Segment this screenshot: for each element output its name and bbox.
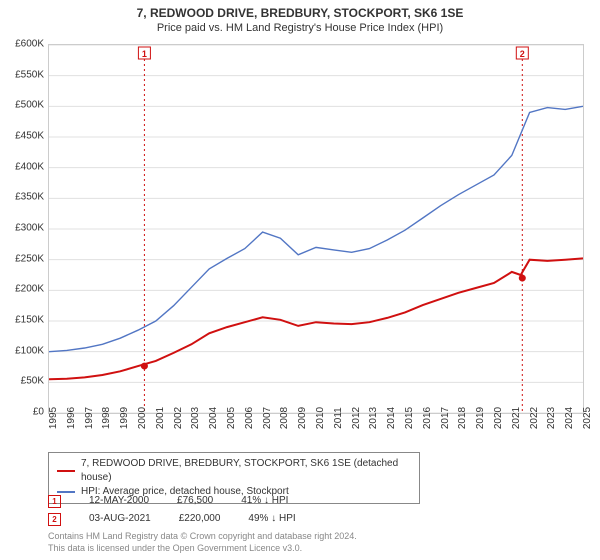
x-tick-label: 2025 bbox=[582, 407, 593, 429]
x-tick-label: 2013 bbox=[368, 407, 379, 429]
x-tick-label: 2015 bbox=[404, 407, 415, 429]
chart-container: 7, REDWOOD DRIVE, BREDBURY, STOCKPORT, S… bbox=[0, 0, 600, 560]
legend-label-property: 7, REDWOOD DRIVE, BREDBURY, STOCKPORT, S… bbox=[81, 457, 411, 485]
footer: Contains HM Land Registry data © Crown c… bbox=[48, 530, 357, 554]
x-tick-label: 2009 bbox=[297, 407, 308, 429]
x-tick-label: 2012 bbox=[351, 407, 362, 429]
x-tick-label: 2008 bbox=[279, 407, 290, 429]
y-tick-label: £500K bbox=[15, 100, 44, 111]
plot-svg: 12 bbox=[49, 45, 583, 413]
x-tick-label: 2023 bbox=[546, 407, 557, 429]
legend-swatch-property bbox=[57, 470, 75, 472]
sale-row-1: 1 12-MAY-2000 £76,500 41% ↓ HPI bbox=[48, 492, 296, 510]
x-tick-label: 2007 bbox=[262, 407, 273, 429]
x-tick-label: 2011 bbox=[333, 407, 344, 429]
y-tick-label: £250K bbox=[15, 253, 44, 264]
x-tick-label: 2019 bbox=[475, 407, 486, 429]
x-tick-label: 2003 bbox=[190, 407, 201, 429]
y-tick-label: £450K bbox=[15, 131, 44, 142]
x-tick-label: 2021 bbox=[511, 407, 522, 429]
x-tick-label: 2017 bbox=[440, 407, 451, 429]
sale-date-2: 03-AUG-2021 bbox=[89, 510, 151, 528]
marker-badge-1: 1 bbox=[48, 495, 61, 508]
x-tick-label: 1996 bbox=[66, 407, 77, 429]
x-tick-label: 2006 bbox=[244, 407, 255, 429]
y-tick-label: £400K bbox=[15, 161, 44, 172]
x-tick-label: 2000 bbox=[137, 407, 148, 429]
plot-box: 12 bbox=[48, 44, 584, 414]
sales-table: 1 12-MAY-2000 £76,500 41% ↓ HPI 2 03-AUG… bbox=[48, 492, 296, 528]
y-tick-label: £550K bbox=[15, 69, 44, 80]
footer-line-2: This data is licensed under the Open Gov… bbox=[48, 542, 357, 554]
sale-price-2: £220,000 bbox=[179, 510, 221, 528]
y-tick-label: £100K bbox=[15, 345, 44, 356]
sale-date-1: 12-MAY-2000 bbox=[89, 492, 149, 510]
x-tick-label: 2004 bbox=[208, 407, 219, 429]
svg-text:1: 1 bbox=[142, 49, 147, 59]
footer-line-1: Contains HM Land Registry data © Crown c… bbox=[48, 530, 357, 542]
y-tick-label: £150K bbox=[15, 315, 44, 326]
sale-hpi-delta-1: 41% ↓ HPI bbox=[241, 492, 288, 510]
x-tick-label: 1997 bbox=[84, 407, 95, 429]
x-tick-label: 2002 bbox=[173, 407, 184, 429]
x-tick-label: 2014 bbox=[386, 407, 397, 429]
x-tick-label: 2020 bbox=[493, 407, 504, 429]
sale-hpi-delta-2: 49% ↓ HPI bbox=[248, 510, 295, 528]
x-tick-label: 2016 bbox=[422, 407, 433, 429]
y-tick-label: £50K bbox=[21, 376, 44, 387]
y-tick-label: £600K bbox=[15, 39, 44, 50]
chart-area: 12 £0£50K£100K£150K£200K£250K£300K£350K£… bbox=[48, 44, 584, 414]
chart-title: 7, REDWOOD DRIVE, BREDBURY, STOCKPORT, S… bbox=[0, 0, 600, 20]
x-tick-label: 2010 bbox=[315, 407, 326, 429]
x-tick-label: 1995 bbox=[48, 407, 59, 429]
legend-row-property: 7, REDWOOD DRIVE, BREDBURY, STOCKPORT, S… bbox=[57, 457, 411, 485]
x-tick-label: 2001 bbox=[155, 407, 166, 429]
y-tick-label: £350K bbox=[15, 192, 44, 203]
svg-text:2: 2 bbox=[520, 49, 525, 59]
y-tick-label: £300K bbox=[15, 223, 44, 234]
x-tick-label: 1998 bbox=[101, 407, 112, 429]
chart-subtitle: Price paid vs. HM Land Registry's House … bbox=[0, 20, 600, 34]
marker-badge-2: 2 bbox=[48, 513, 61, 526]
x-tick-label: 2024 bbox=[564, 407, 575, 429]
x-tick-label: 2022 bbox=[529, 407, 540, 429]
sale-row-2: 2 03-AUG-2021 £220,000 49% ↓ HPI bbox=[48, 510, 296, 528]
y-tick-label: £200K bbox=[15, 284, 44, 295]
x-tick-label: 2018 bbox=[457, 407, 468, 429]
y-tick-label: £0 bbox=[33, 407, 44, 418]
x-tick-label: 2005 bbox=[226, 407, 237, 429]
x-tick-label: 1999 bbox=[119, 407, 130, 429]
sale-price-1: £76,500 bbox=[177, 492, 213, 510]
